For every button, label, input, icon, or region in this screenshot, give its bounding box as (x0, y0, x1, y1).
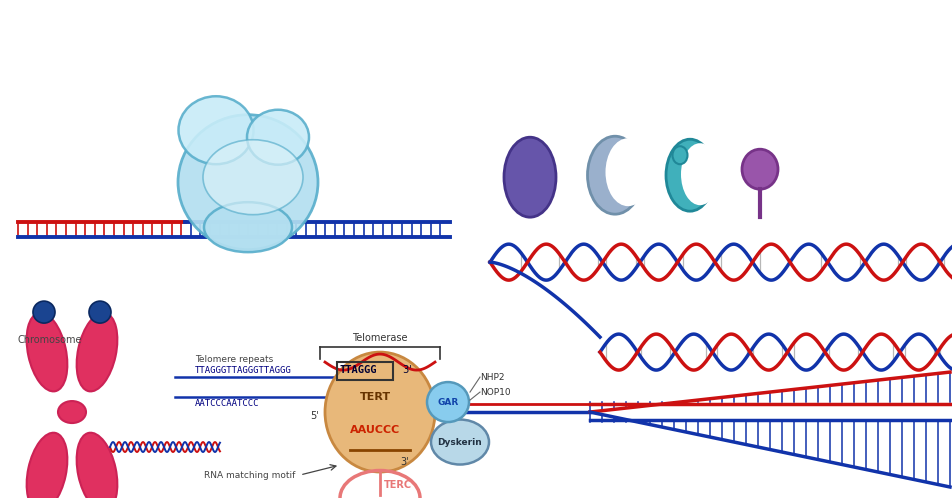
Ellipse shape (203, 140, 303, 215)
Text: 3': 3' (401, 457, 409, 467)
Text: Dyskerin: Dyskerin (438, 438, 483, 447)
Ellipse shape (587, 136, 643, 214)
Text: TERC: TERC (384, 480, 412, 490)
Text: Learn: Learn (876, 38, 904, 47)
Ellipse shape (247, 110, 309, 165)
Ellipse shape (58, 401, 86, 423)
Ellipse shape (178, 115, 318, 249)
Text: TTAGGG: TTAGGG (340, 365, 378, 375)
Ellipse shape (605, 138, 650, 206)
Text: AAUCCC: AAUCCC (350, 425, 400, 435)
Text: RNA matching motif: RNA matching motif (205, 471, 296, 480)
Text: DNA Replication Process: DNA Replication Process (147, 7, 729, 50)
Ellipse shape (27, 313, 68, 391)
Ellipse shape (681, 143, 719, 205)
Ellipse shape (742, 149, 778, 189)
Ellipse shape (89, 301, 111, 323)
Ellipse shape (427, 382, 469, 422)
Ellipse shape (33, 301, 55, 323)
Ellipse shape (672, 146, 687, 164)
Ellipse shape (204, 202, 292, 252)
Text: Chromosome: Chromosome (18, 335, 83, 345)
Ellipse shape (77, 313, 117, 391)
Ellipse shape (666, 139, 714, 211)
Text: 3': 3' (400, 365, 412, 375)
Text: 5': 5' (310, 411, 319, 421)
Text: NHP2: NHP2 (480, 373, 505, 381)
Ellipse shape (504, 137, 556, 217)
Text: TTAGGGTTAGGGTTAGGG: TTAGGGTTAGGGTTAGGG (195, 366, 291, 375)
Ellipse shape (77, 433, 117, 498)
Ellipse shape (431, 419, 489, 465)
Ellipse shape (325, 352, 435, 472)
Text: AATCCCAATCCC: AATCCCAATCCC (195, 399, 260, 408)
Text: NOP10: NOP10 (480, 387, 510, 396)
Text: GAR: GAR (437, 397, 459, 406)
Ellipse shape (179, 96, 253, 164)
Text: Telomerase: Telomerase (352, 333, 407, 343)
Text: Telomere repeats: Telomere repeats (195, 355, 273, 364)
Text: TERT: TERT (360, 392, 390, 402)
Text: Infinity: Infinity (872, 21, 908, 30)
Ellipse shape (27, 433, 68, 498)
